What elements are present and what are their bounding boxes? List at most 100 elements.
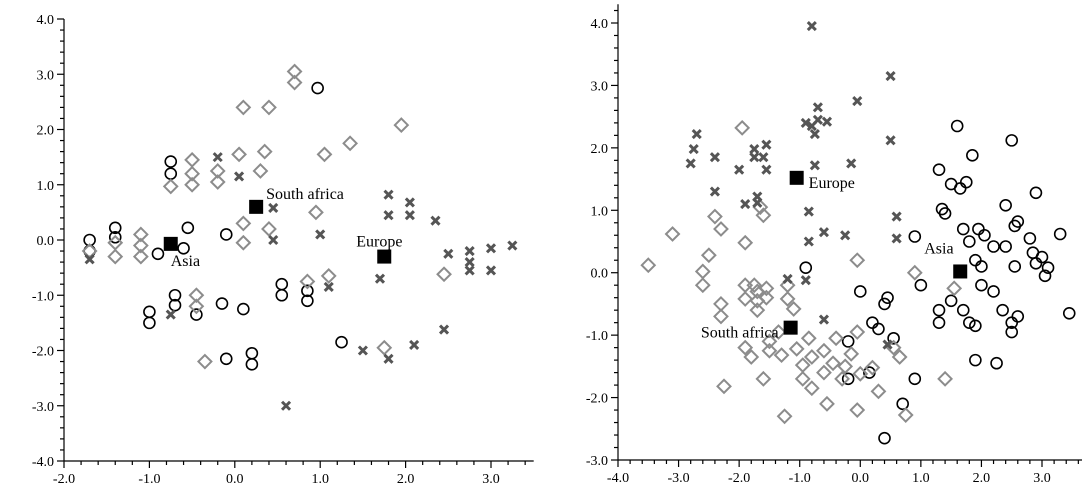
cross-point [891,233,902,244]
circle-point [301,294,314,308]
circle-point [932,316,946,329]
diamond-point [235,99,252,116]
y-tick-label: 0.0 [37,234,55,249]
circle-point [950,119,964,133]
circle-point [944,294,958,308]
circle-point [1029,186,1043,200]
cross-point [709,152,720,163]
x-tick-label: 1.0 [311,472,329,487]
diamond-point [162,178,179,195]
circle-point [908,230,922,243]
diamond-point [188,298,205,315]
circle-point [975,278,988,292]
circle-point [996,303,1009,317]
diamond-point [188,287,205,304]
diamond-point [342,135,359,152]
y-tick-label: -2.0 [32,345,54,360]
circle-point [1041,261,1055,275]
circle-point [164,155,178,168]
cross-point [685,158,696,169]
diamond-point [746,277,763,294]
circle-point [841,372,855,386]
y-tick-label: -3.0 [586,454,608,469]
y-tick-label: 0.0 [591,267,609,282]
diamond-point [308,204,324,221]
diamond-point [184,151,201,168]
diamond-point [864,359,881,376]
diamond-point [235,234,252,251]
circle-point [887,331,900,345]
circle-point [969,319,982,333]
circle-point [987,285,1000,298]
diamond-point [755,207,772,224]
diamond-point [700,247,717,264]
cross-point [800,275,811,286]
cross-point [464,245,475,257]
centroid-marker [377,249,392,264]
circle-point [956,303,970,317]
circle-point [335,335,348,349]
centroid-label: South africa [266,186,344,203]
cross-point [315,229,326,240]
circle-point [914,278,928,292]
circle-point [969,253,982,267]
diamond-point [132,248,149,265]
circle-point [938,207,952,220]
diamond-point [209,174,226,190]
circle-point [881,291,894,304]
circle-point [311,81,324,95]
diamond-point [834,370,851,387]
diamond-point [803,349,820,365]
centroid-label: Europe [356,234,402,251]
diamond-point [320,267,337,284]
circle-point [1011,310,1025,323]
cross-point [691,129,702,140]
circle-point [799,261,813,275]
diamond-point [286,63,303,80]
diamond-point [773,347,790,364]
diamond-point [891,349,908,365]
x-tick-label: -2.0 [53,472,75,487]
x-tick-label: -4.0 [607,471,629,486]
diamond-point [870,383,887,400]
cross-point [812,102,823,113]
circle-point [1005,325,1019,339]
cross-point [761,164,772,175]
cross-point [806,21,817,32]
circle-point [956,222,970,236]
circle-point [1035,250,1049,264]
x-tick-label: 3.0 [482,472,500,487]
diamond-point [252,163,269,179]
x-tick-label: 2.0 [397,472,415,487]
centroid-marker [163,236,178,251]
circle-point [866,316,879,329]
circle-point [151,247,165,261]
diamond-point [794,357,811,374]
diamond-point [743,349,760,365]
cross-point [818,227,830,238]
diamond-point [737,339,754,356]
diamond-point [132,237,149,254]
cross-point [846,158,857,169]
cross-point [885,71,896,82]
cross-point [212,152,223,163]
y-tick-label: 2.0 [591,142,609,157]
cross-point [165,309,176,320]
cross-point [752,197,763,208]
cross-point [709,186,720,197]
cross-point [749,152,760,163]
diamond-point [816,342,832,359]
cross-point [438,324,450,335]
x-tick-label: 3.0 [1033,471,1051,486]
circle-point [959,175,973,189]
cross-point [383,353,394,364]
diamond-point [707,208,723,225]
diamond-point [758,280,775,297]
circle-point [999,198,1012,212]
y-tick-label: 4.0 [591,17,609,32]
circle-point [219,352,233,366]
centroid-label: Asia [171,253,200,270]
x-tick-label: -1.0 [789,471,811,486]
diamond-point [107,248,124,265]
cross-point [688,144,699,155]
